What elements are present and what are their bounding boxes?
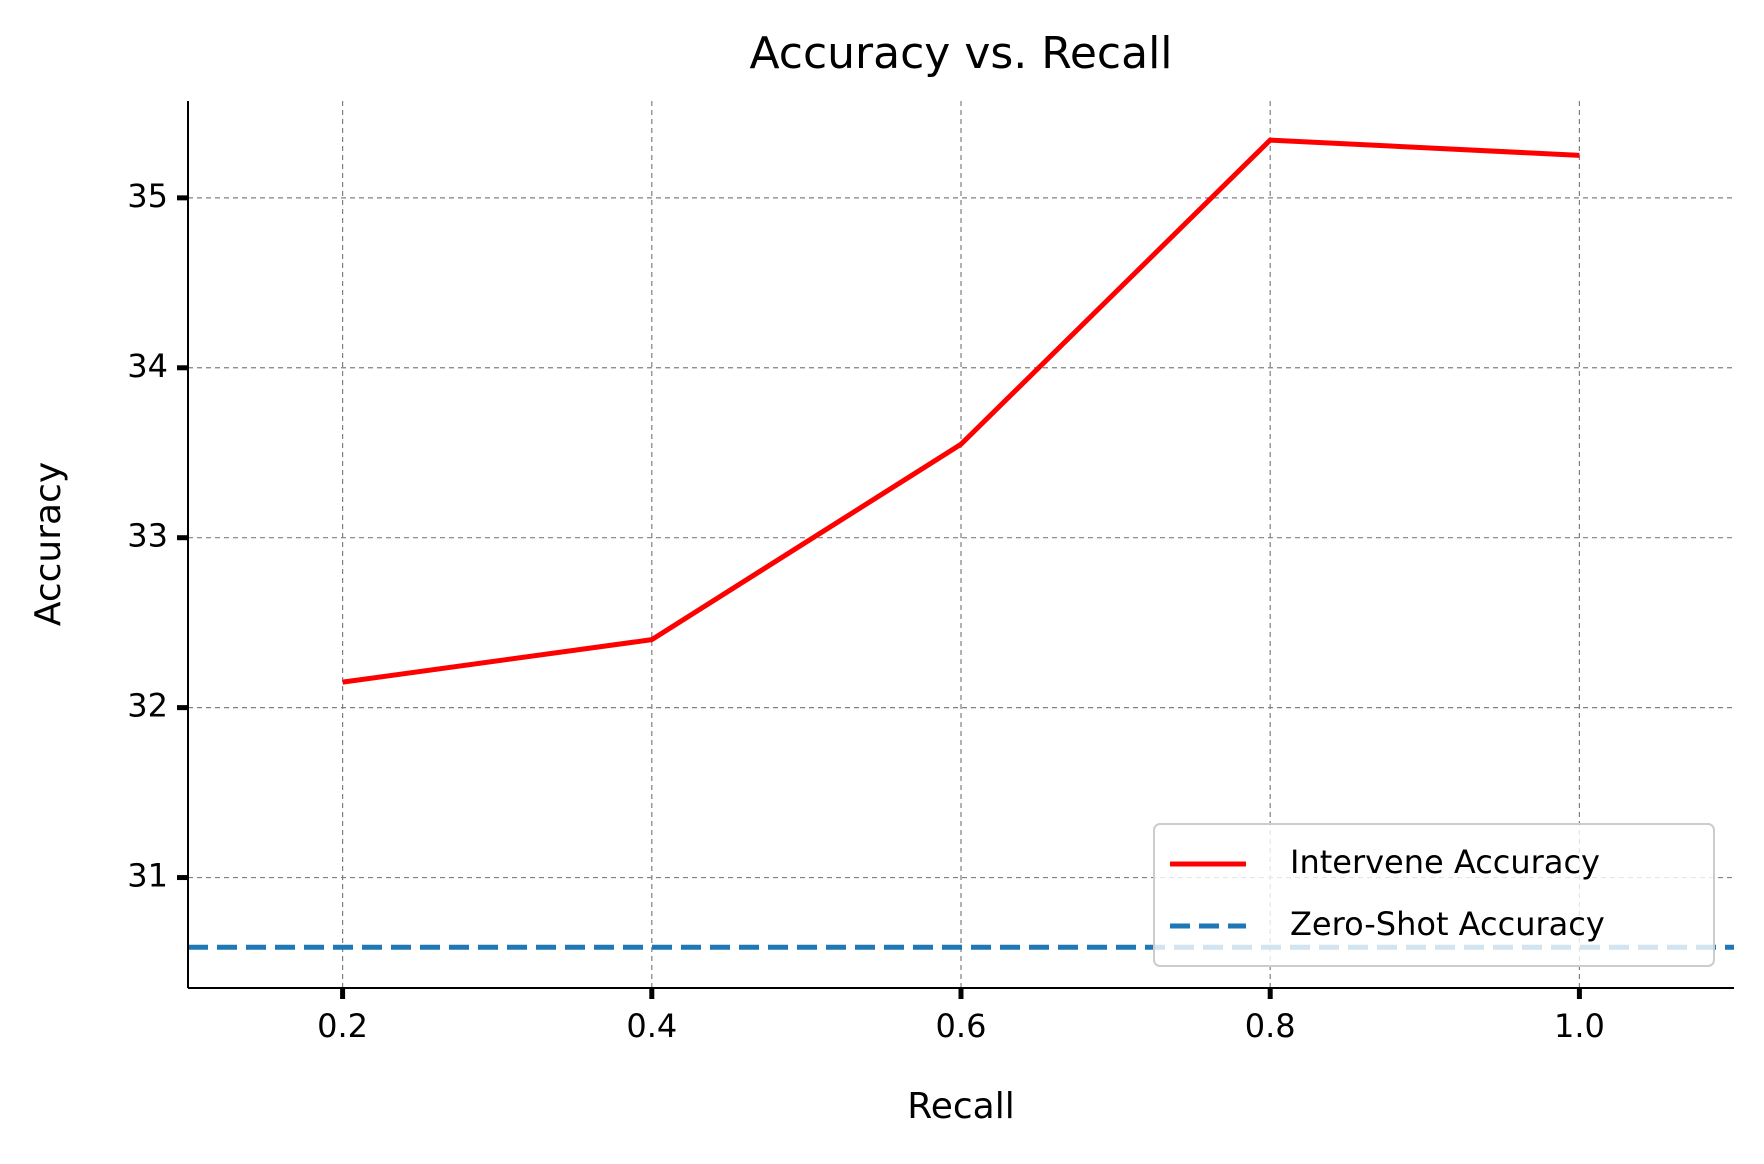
y-tick-label: 35 xyxy=(127,177,168,215)
y-tick-label: 33 xyxy=(127,517,168,555)
x-tick-label: 0.2 xyxy=(317,1007,368,1045)
legend-box xyxy=(1153,823,1715,967)
y-tick-label: 34 xyxy=(127,347,168,385)
legend-label: Intervene Accuracy xyxy=(1290,843,1600,881)
x-axis-label: Recall xyxy=(907,1086,1014,1127)
x-tick-label: 0.6 xyxy=(936,1007,987,1045)
data-line xyxy=(342,137,1580,685)
x-tick-label: 0.4 xyxy=(626,1007,677,1045)
y-tick-label: 32 xyxy=(127,687,168,725)
chart-title: Accuracy vs. Recall xyxy=(749,28,1172,79)
x-tick-label: 0.8 xyxy=(1245,1007,1296,1045)
y-axis-label: Accuracy xyxy=(28,462,69,626)
legend-label: Zero-Shot Accuracy xyxy=(1290,905,1605,943)
y-tick-label: 31 xyxy=(127,857,168,895)
x-tick-label: 1.0 xyxy=(1554,1007,1605,1045)
